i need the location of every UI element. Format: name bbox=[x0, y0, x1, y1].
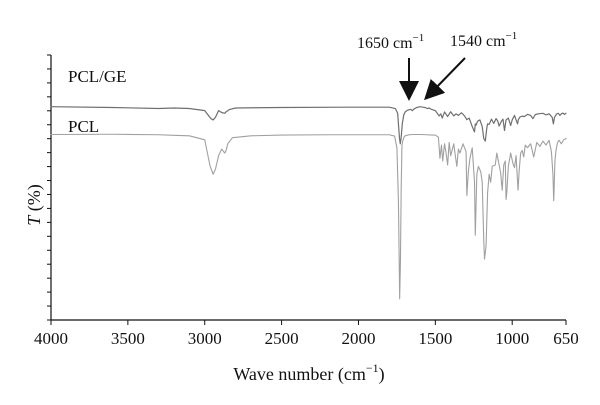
y-axis-label: T (%) bbox=[24, 184, 45, 226]
series-label-pcl: PCL bbox=[68, 117, 99, 136]
x-tick-label-3500: 3500 bbox=[111, 329, 145, 348]
y-axis-label-italic: T bbox=[24, 214, 44, 226]
x-axis-label-suffix: ) bbox=[379, 364, 385, 385]
x-tick-label-2000: 2000 bbox=[341, 329, 375, 348]
x-tick-label-3000: 3000 bbox=[188, 329, 222, 348]
annotation-1540-sup: −1 bbox=[506, 30, 518, 42]
svg-text:1650 cm−1: 1650 cm−1 bbox=[357, 32, 424, 52]
annotation-1540-arrow bbox=[424, 57, 466, 101]
annotation-1540: 1540 cm−1 bbox=[424, 30, 517, 101]
svg-text:1540 cm−1: 1540 cm−1 bbox=[450, 30, 517, 50]
x-tick-label-4000: 4000 bbox=[34, 329, 68, 348]
x-axis-label-main: Wave number (cm bbox=[233, 364, 366, 385]
annotation-1540-text: 1540 cm bbox=[450, 33, 506, 50]
x-axis-label-sup: −1 bbox=[366, 361, 379, 375]
y-axis-label-rest: (%) bbox=[24, 184, 45, 215]
x-tick-label-2500: 2500 bbox=[265, 329, 299, 348]
x-tick-label-1500: 1500 bbox=[418, 329, 452, 348]
x-axis-label: Wave number (cm−1) bbox=[233, 361, 384, 385]
series-line-pcl bbox=[50, 133, 567, 300]
series-label-pcl-ge: PCL/GE bbox=[68, 67, 127, 86]
x-tick-label-650: 650 bbox=[553, 329, 579, 348]
annotation-1650-text: 1650 cm bbox=[357, 35, 413, 52]
series-line-pcl-ge bbox=[50, 106, 567, 145]
axes-layer: 4000 3500 3000 2500 2000 1500 1000 650 bbox=[34, 54, 579, 348]
series-layer bbox=[50, 106, 567, 300]
x-tick-label-1000: 1000 bbox=[495, 329, 529, 348]
annotation-1650-sup: −1 bbox=[413, 32, 425, 44]
annotation-1650: 1650 cm−1 bbox=[357, 32, 424, 101]
